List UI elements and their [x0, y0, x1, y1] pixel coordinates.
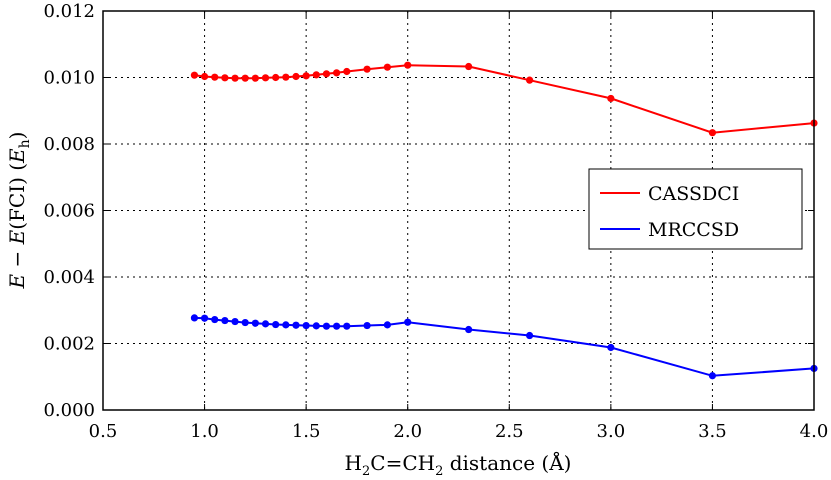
y-tick-label: 0.008 [43, 134, 95, 155]
y-axis-label-h: h [17, 139, 33, 148]
x-axis-label-sub2: 2 [435, 464, 443, 479]
data-point-mrccsd [322, 322, 331, 330]
data-point-mrccsd [231, 317, 239, 326]
data-point-cassdci [211, 73, 219, 81]
y-axis-label-fci: (FCI) ( [5, 163, 29, 230]
data-point-cassdci [200, 72, 209, 81]
data-point-cassdci [261, 74, 270, 82]
y-tick-label: 0.004 [43, 267, 95, 288]
x-axis-label-h: H [345, 451, 362, 475]
y-tick-label: 0.002 [43, 334, 95, 355]
data-point-mrccsd [363, 321, 371, 330]
x-tick-label: 4.0 [800, 421, 829, 442]
data-point-cassdci [322, 70, 331, 78]
legend-box [588, 168, 803, 250]
data-point-mrccsd [272, 320, 280, 329]
data-point-cassdci [221, 74, 229, 82]
x-axis-label-rest: distance (Å) [443, 450, 571, 475]
data-point-cassdci [607, 94, 615, 103]
data-point-cassdci [526, 76, 534, 84]
x-axis-label-sub1: 2 [362, 464, 370, 479]
data-point-mrccsd [333, 322, 341, 330]
x-tick-label: 3.5 [698, 421, 727, 442]
y-tick-label: 0.012 [43, 1, 95, 22]
legend-label-mrccsd: MRCCSD [648, 219, 739, 241]
x-tick-label: 0.5 [89, 421, 118, 442]
data-point-mrccsd [190, 314, 199, 322]
data-point-cassdci [241, 74, 249, 82]
y-tick-label: 0.000 [43, 400, 95, 421]
data-point-cassdci [292, 72, 300, 81]
x-tick-label: 1.0 [190, 421, 219, 442]
data-point-cassdci [465, 62, 473, 71]
data-point-cassdci [363, 65, 371, 73]
y-axis-label-e2: E [5, 229, 29, 245]
data-point-mrccsd [251, 319, 259, 327]
legend-label-cassdci: CASSDCI [648, 183, 739, 205]
data-point-cassdci [302, 72, 310, 80]
data-point-mrccsd [302, 321, 310, 330]
data-point-cassdci [251, 74, 259, 82]
x-tick-label: 1.5 [292, 421, 321, 442]
data-point-mrccsd [211, 315, 219, 324]
data-point-mrccsd [292, 321, 300, 329]
data-point-cassdci [312, 71, 320, 79]
data-point-mrccsd [465, 325, 473, 334]
y-axis-label: E − E(FCI) (Eh) [5, 131, 33, 289]
data-point-mrccsd [383, 321, 391, 329]
data-point-cassdci [383, 63, 391, 71]
data-point-mrccsd [312, 322, 320, 330]
data-point-mrccsd [404, 318, 412, 326]
y-axis-label-close: ) [5, 131, 29, 139]
data-point-cassdci [708, 129, 717, 137]
data-point-cassdci [404, 61, 412, 69]
data-point-cassdci [231, 74, 239, 82]
y-tick-label: 0.006 [43, 201, 95, 222]
legend: CASSDCI MRCCSD [588, 168, 803, 250]
y-axis-label-minus: − [5, 244, 29, 273]
data-point-mrccsd [261, 320, 270, 328]
data-point-cassdci [282, 73, 290, 81]
y-tick-label: 0.010 [43, 68, 95, 89]
x-axis-label-mid: C=CH [370, 451, 435, 475]
data-point-mrccsd [343, 322, 351, 330]
data-point-mrccsd [282, 321, 290, 329]
x-axis-label: H2C=CH2 distance (Å) [345, 450, 572, 479]
data-point-cassdci [333, 69, 341, 77]
series-layer [190, 61, 818, 380]
data-point-mrccsd [221, 316, 229, 325]
data-point-mrccsd [607, 343, 615, 352]
data-point-mrccsd [241, 318, 249, 327]
y-axis-label-e1: E [5, 274, 29, 290]
x-tick-label: 3.0 [597, 421, 626, 442]
x-tick-label: 2.0 [393, 421, 422, 442]
x-tick-label: 2.5 [495, 421, 524, 442]
data-point-cassdci [272, 73, 280, 82]
data-point-cassdci [190, 71, 199, 79]
data-point-cassdci [343, 67, 351, 76]
data-point-mrccsd [200, 314, 209, 322]
axis-ticks: 0.5 1.0 1.5 2.0 2.5 3.0 3.5 4.0 0.000 0.002 0.004 0… [43, 1, 828, 442]
data-point-mrccsd [526, 331, 534, 340]
y-axis-label-eh: E [5, 148, 29, 164]
data-point-mrccsd [708, 372, 717, 380]
